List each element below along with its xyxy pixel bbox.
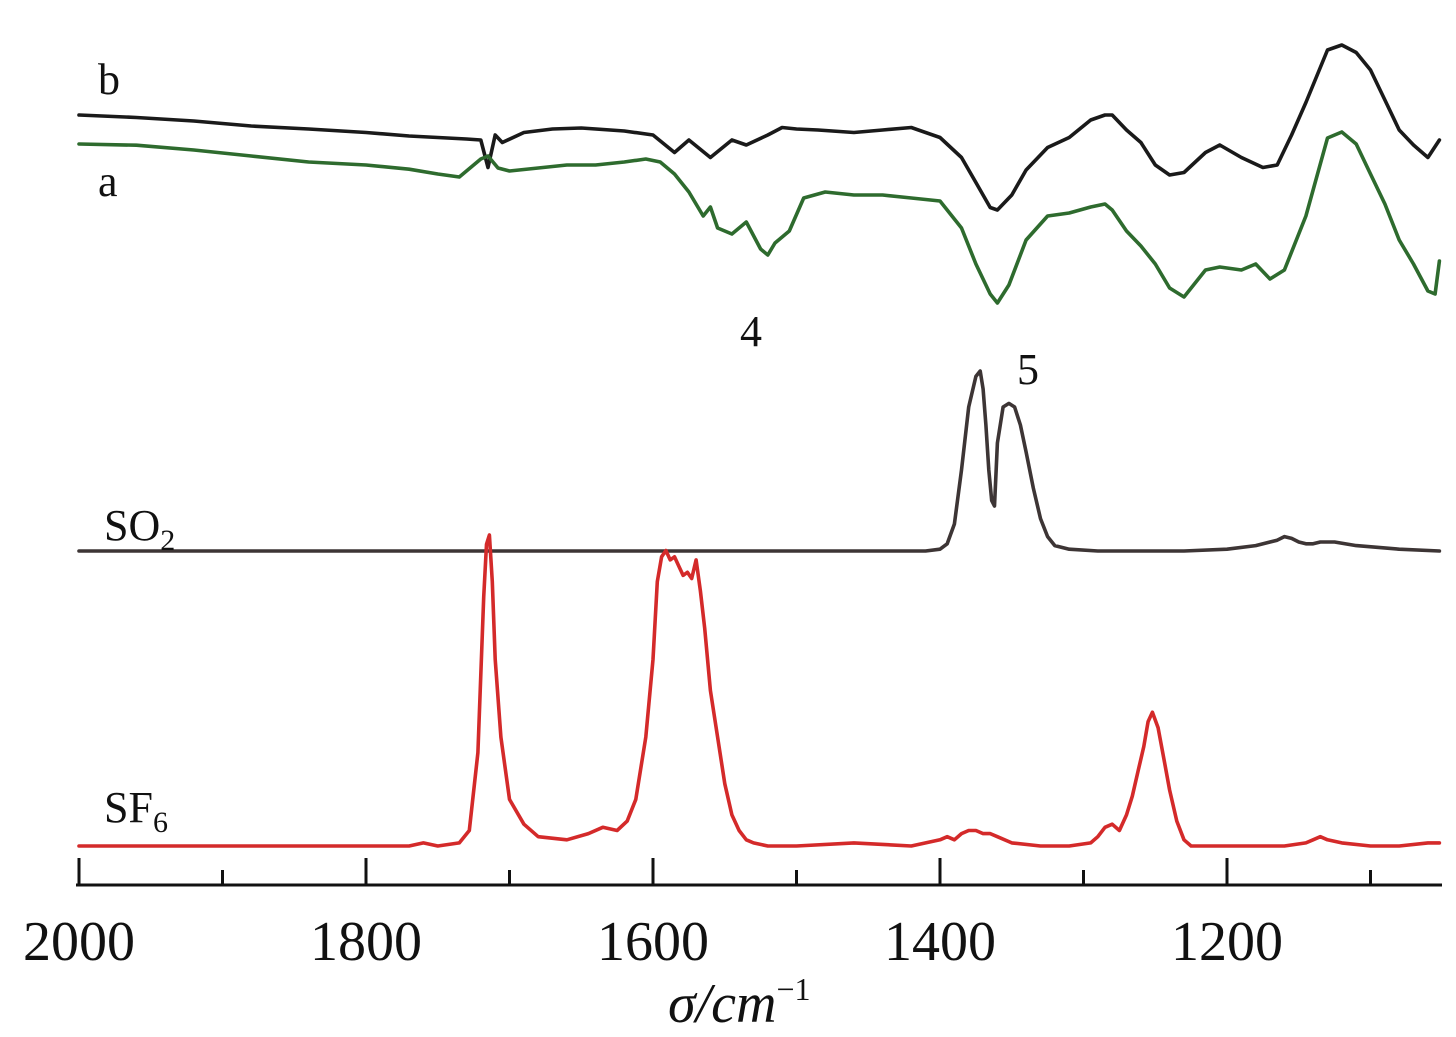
label-so2: SO2 bbox=[104, 501, 175, 557]
label-sf6-sub: 6 bbox=[153, 806, 168, 839]
label-so2-text: SO bbox=[104, 501, 160, 550]
x-tick-label-1600: 1600 bbox=[597, 911, 709, 973]
x-tick-label-1200: 1200 bbox=[1171, 911, 1283, 973]
x-tick-label-2000: 2000 bbox=[23, 911, 135, 973]
series-line-so2 bbox=[77, 369, 1442, 553]
x-tick-label-1400: 1400 bbox=[884, 911, 996, 973]
peak-label-4: 4 bbox=[740, 307, 762, 356]
x-axis-title: σ/cm−1 bbox=[668, 971, 811, 1035]
series-line-b bbox=[77, 43, 1442, 212]
series-line-sf6 bbox=[77, 533, 1442, 848]
label-so2-sub: 2 bbox=[160, 524, 175, 557]
peak-label-5: 5 bbox=[1017, 345, 1039, 394]
spectrum-curves bbox=[77, 43, 1442, 848]
x-axis-title-sup: −1 bbox=[776, 971, 810, 1007]
label-a: a bbox=[98, 157, 118, 206]
x-tick-label-1800: 1800 bbox=[310, 911, 422, 973]
label-sf6-text: SF bbox=[104, 783, 153, 832]
label-sf6: SF6 bbox=[104, 783, 168, 839]
label-b: b bbox=[98, 55, 120, 104]
x-axis-title-text: σ/cm bbox=[668, 973, 776, 1035]
series-line-a bbox=[77, 130, 1442, 305]
x-axis-ticks bbox=[77, 858, 1372, 885]
